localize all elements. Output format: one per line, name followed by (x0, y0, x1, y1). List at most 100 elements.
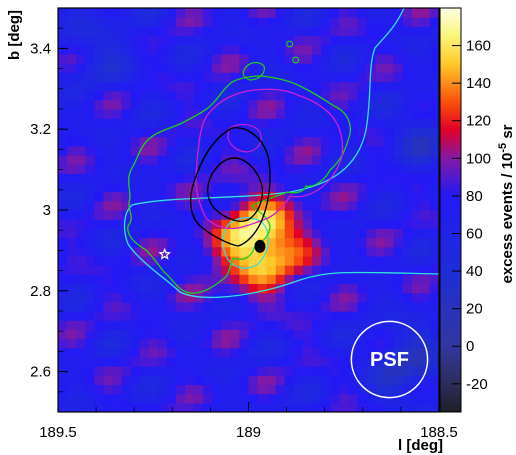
heatmap-cell (76, 8, 86, 18)
heatmap-cell (221, 219, 231, 229)
heatmap-cell (384, 127, 395, 138)
heatmap-cell (148, 366, 159, 376)
heatmap-cell (166, 173, 177, 184)
heatmap-cell (330, 375, 340, 386)
heatmap-cell (58, 109, 68, 119)
heatmap-cell (85, 356, 95, 367)
heatmap-cell (58, 228, 68, 239)
heatmap-cell (366, 265, 377, 275)
heatmap-cell (284, 118, 295, 128)
heatmap-cell (384, 81, 395, 92)
heatmap-cell (375, 219, 386, 229)
heatmap-cell (266, 274, 277, 285)
heatmap-cell (393, 35, 404, 46)
heatmap-cell (85, 154, 95, 165)
heatmap-cell (402, 311, 413, 321)
heatmap-cell (130, 402, 141, 412)
heatmap-cell (85, 255, 95, 266)
heatmap-cell (312, 219, 322, 229)
heatmap-cell (348, 320, 358, 330)
heatmap-cell (148, 292, 159, 303)
heatmap-cell (293, 402, 304, 412)
heatmap-cell (130, 35, 141, 46)
heatmap-cell (212, 366, 222, 376)
heatmap-cell (375, 127, 386, 138)
heatmap-cell (121, 393, 132, 404)
heatmap-cell (393, 109, 404, 119)
heatmap-cell (185, 237, 195, 248)
heatmap-cell (384, 366, 395, 376)
heatmap-cell (402, 90, 413, 101)
heatmap-cell (384, 63, 395, 73)
heatmap-cell (157, 44, 168, 55)
heatmap-cell (130, 375, 141, 386)
heatmap-cell (112, 136, 123, 147)
heatmap-cell (194, 63, 204, 73)
heatmap-cell (185, 255, 195, 266)
heatmap-cell (429, 210, 439, 220)
heatmap-cell (266, 136, 277, 147)
heatmap-cell (348, 393, 358, 404)
heatmap-cell (266, 200, 277, 211)
heatmap-cell (239, 283, 250, 294)
heatmap-cell (185, 375, 195, 386)
heatmap-cell (420, 164, 431, 174)
heatmap-cell (257, 384, 268, 395)
heatmap-cell (194, 118, 204, 128)
heatmap-cell (221, 274, 231, 285)
heatmap-cell (139, 384, 150, 395)
heatmap-cell (330, 338, 340, 349)
heatmap-cell (175, 329, 186, 340)
heatmap-cell (429, 26, 439, 37)
heatmap-cell (284, 375, 295, 386)
heatmap-cell (293, 35, 304, 46)
heatmap-cell (375, 320, 386, 330)
heatmap-cell (393, 283, 404, 294)
heatmap-cell (284, 338, 295, 349)
heatmap-cell (121, 347, 132, 358)
heatmap-cell (429, 274, 439, 285)
heatmap-cell (139, 164, 150, 174)
heatmap-cell (58, 118, 68, 128)
heatmap-cell (411, 127, 422, 138)
heatmap-cell (348, 99, 358, 110)
heatmap-cell (257, 402, 268, 412)
heatmap-cell (112, 210, 123, 220)
heatmap-cell (58, 127, 68, 138)
heatmap-cell (112, 44, 123, 55)
heatmap-cell (284, 393, 295, 404)
heatmap-cell (366, 384, 377, 395)
heatmap-cell (58, 366, 68, 376)
heatmap-cell (194, 301, 204, 312)
heatmap-cell (284, 384, 295, 395)
heatmap-cell (420, 53, 431, 64)
heatmap-cell (402, 44, 413, 55)
heatmap-cell (420, 154, 431, 165)
heatmap-cell (130, 384, 141, 395)
heatmap-cell (94, 246, 104, 257)
heatmap-cell (94, 63, 104, 73)
heatmap-cell (420, 44, 431, 55)
heatmap-cell (157, 338, 168, 349)
heatmap-cell (348, 145, 358, 156)
heatmap-cell (348, 17, 358, 27)
heatmap-cell (130, 329, 141, 340)
heatmap-cell (67, 81, 77, 92)
heatmap-cell (175, 311, 186, 321)
heatmap-cell (94, 283, 104, 294)
heatmap-cell (348, 26, 358, 37)
heatmap-cell (330, 393, 340, 404)
heatmap-cell (130, 81, 141, 92)
heatmap-cell (339, 246, 349, 257)
heatmap-cell (121, 320, 132, 330)
heatmap-cell (266, 118, 277, 128)
heatmap-cell (420, 301, 431, 312)
heatmap-cell (94, 320, 104, 330)
heatmap-cell (194, 265, 204, 275)
heatmap-cell (357, 228, 368, 239)
heatmap-cell (284, 44, 295, 55)
heatmap-cell (384, 402, 395, 412)
heatmap-cell (420, 8, 431, 18)
heatmap-cell (357, 8, 368, 18)
heatmap-cell (139, 81, 150, 92)
